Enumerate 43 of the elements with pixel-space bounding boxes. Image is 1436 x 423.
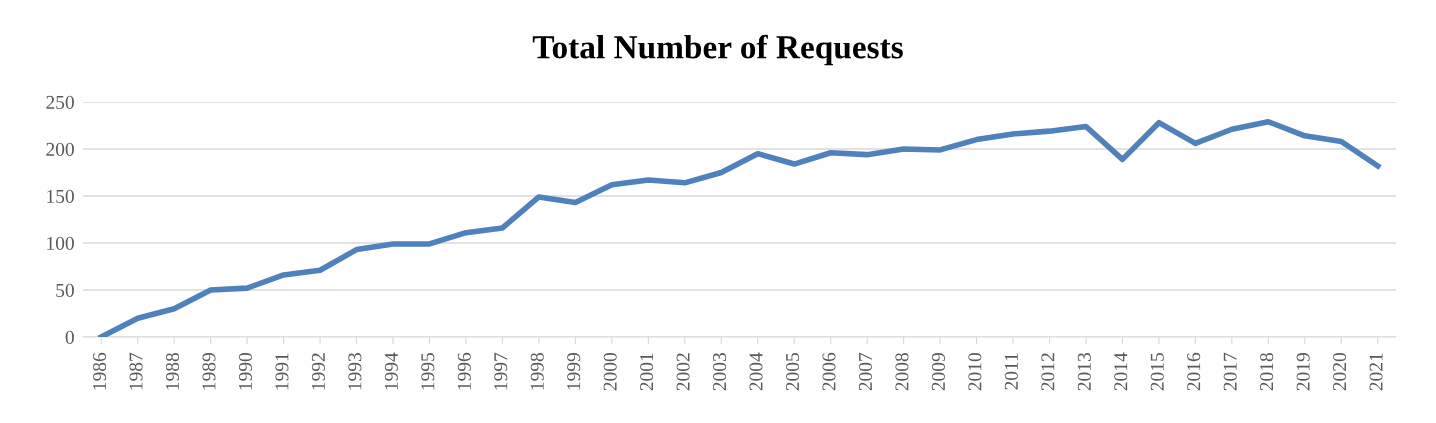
- x-tick-label: 2003: [713, 353, 727, 391]
- x-tick-label: 2008: [895, 353, 909, 391]
- x-tick-label: 1995: [421, 353, 435, 390]
- x-tick-label: 2014: [1114, 352, 1128, 391]
- x-tick-label: 2006: [822, 352, 836, 391]
- y-tick-label: 100: [47, 236, 74, 250]
- x-tick-label: 2012: [1041, 353, 1055, 391]
- x-tick-label: 2004: [749, 352, 763, 391]
- y-tick-label: 150: [47, 189, 74, 203]
- x-tick-label: 2010: [968, 353, 982, 391]
- x-tick-label: 2015: [1150, 353, 1164, 391]
- y-tick-label: 0: [65, 330, 74, 344]
- x-tick-label: 2007: [858, 352, 873, 391]
- x-tick-label: 1988: [165, 353, 180, 390]
- x-tick-label: 2013: [1077, 353, 1091, 391]
- x-tick-label: 1998: [530, 353, 544, 390]
- x-tick-label: 1997: [494, 352, 508, 390]
- x-tick-label: 2019: [1296, 353, 1310, 391]
- x-tick-label: 1986: [92, 352, 107, 390]
- x-tick-label: 2018: [1260, 353, 1274, 391]
- chart-title: Total Number of Requests: [532, 34, 903, 66]
- x-tick-label: 2005: [785, 353, 800, 391]
- x-tick-label: 2002: [676, 353, 690, 391]
- x-tick-label: 1996: [457, 352, 471, 390]
- x-tick-label: 2001: [640, 353, 654, 391]
- x-tick-label: 1992: [311, 353, 325, 390]
- x-tick-label: 1999: [567, 353, 581, 390]
- y-tick-label: 250: [46, 95, 74, 109]
- y-tick-label: 200: [46, 142, 74, 156]
- x-tick-label: 2020: [1333, 353, 1347, 391]
- x-tick-label: 2017: [1223, 352, 1237, 391]
- x-tick-label: 1991: [275, 353, 289, 390]
- x-tick-label: 1994: [384, 352, 398, 390]
- x-tick-label: 1987: [129, 352, 143, 390]
- x-tick-label: 2016: [1187, 352, 1201, 391]
- x-tick-label: 1989: [202, 353, 216, 390]
- x-tick-label: 1993: [348, 353, 362, 390]
- x-tick-label: 2009: [931, 353, 945, 391]
- y-tick-label: 50: [56, 283, 74, 297]
- x-tick-label: 2021: [1369, 353, 1383, 391]
- x-tick-label: 2011: [1004, 353, 1018, 390]
- x-tick-label: 1990: [238, 353, 252, 390]
- x-tick-label: 2000: [603, 353, 617, 391]
